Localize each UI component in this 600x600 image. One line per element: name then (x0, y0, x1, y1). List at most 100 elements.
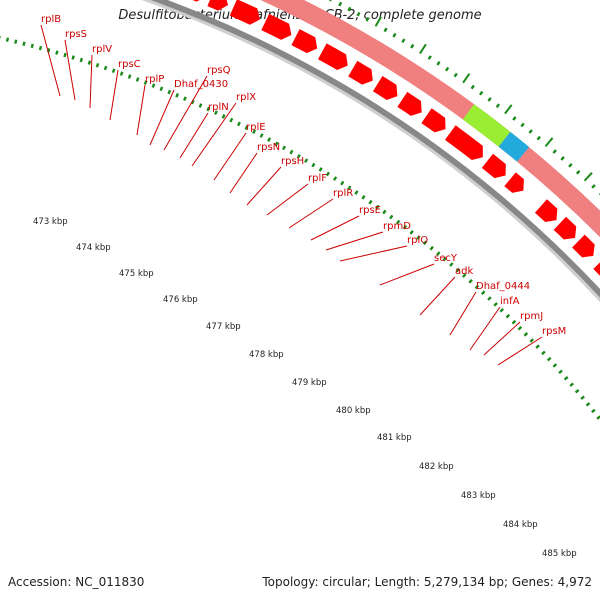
cds-arrow (504, 172, 524, 193)
tick-mark (389, 214, 394, 220)
gene-leader-line (339, 245, 408, 262)
gene-label: rpsN (257, 142, 280, 153)
gene-label: rplE (246, 122, 266, 133)
tick-mark (517, 325, 523, 331)
tick-mark (575, 169, 581, 175)
tick-mark (338, 1, 343, 7)
cds-arrow (229, 0, 260, 25)
tick-mark (135, 77, 140, 82)
gene-label: rplO (407, 235, 428, 246)
gene-leader-line (40, 24, 61, 97)
tick-mark (568, 163, 573, 168)
tick-mark (22, 41, 26, 46)
tick-mark (167, 89, 172, 95)
tick-mark (552, 149, 557, 154)
gene-label: rpsC (118, 59, 141, 70)
tick-mark (493, 302, 498, 307)
gene-label: Dhaf_0444 (476, 281, 530, 292)
scale-label: 473 kbp (33, 217, 68, 227)
gene-leader-line (64, 39, 76, 101)
tick-mark (574, 388, 580, 394)
cds-arrow-track (192, 0, 600, 276)
scale-label: 482 kbp (419, 462, 454, 472)
tick-mark (55, 50, 59, 55)
tick-mark (127, 74, 132, 79)
tick-mark (546, 356, 552, 362)
tick-mark (214, 110, 218, 116)
gene-label: adk (455, 266, 473, 277)
tick-mark (419, 43, 427, 55)
tick-mark (401, 38, 406, 44)
scale-label: 474 kbp (76, 243, 111, 253)
gene-label: rplV (92, 44, 112, 55)
gene-leader-line (483, 321, 521, 356)
tick-mark (296, 153, 301, 159)
tick-mark (410, 43, 415, 49)
tick-mark (95, 63, 100, 68)
tick-mark (520, 122, 525, 128)
tick-mark (462, 73, 471, 84)
gene-leader-line (213, 132, 247, 181)
tick-mark (198, 103, 203, 108)
gene-label: rplB (41, 14, 61, 25)
gene-leader-line (325, 231, 384, 251)
tick-mark (325, 171, 330, 177)
cds-arrow (481, 153, 506, 179)
tick-mark (583, 171, 593, 182)
tick-mark (580, 395, 585, 400)
tick-mark (416, 235, 421, 240)
tick-mark (453, 72, 458, 78)
tick-mark (38, 45, 43, 51)
tick-mark (505, 313, 511, 319)
gene-label: Dhaf_0430 (174, 79, 228, 90)
tick-mark (558, 369, 563, 375)
tick-mark (329, 0, 332, 2)
cds-arrow (593, 262, 600, 276)
gene-leader-line (136, 84, 146, 136)
scale-label: 477 kbp (206, 322, 241, 332)
tick-mark (544, 137, 554, 147)
tick-mark (175, 93, 180, 98)
gene-leader-line (163, 75, 208, 151)
gene-label: rpsQ (207, 65, 231, 76)
tick-mark (190, 99, 195, 105)
tick-mark (422, 240, 428, 246)
tick-mark (569, 382, 574, 387)
gene-highlight-green (462, 104, 511, 147)
tick-mark (151, 83, 156, 88)
tick-mark (382, 209, 387, 215)
tick-mark (361, 194, 366, 200)
tick-mark (304, 158, 309, 163)
tick-mark (563, 376, 569, 381)
gene-leader-line (109, 69, 119, 121)
gene-leader-line (497, 336, 543, 366)
tick-mark (480, 290, 486, 296)
tick-mark (71, 55, 75, 60)
scale-label: 483 kbp (461, 491, 496, 501)
gene-leader-line (229, 152, 258, 194)
tick-mark (267, 137, 272, 142)
cds-arrow (291, 29, 318, 54)
scale-labels: 473 kbp 474 kbp 475 kbp 476 kbp 477 kbp 478 k… (33, 217, 577, 559)
tick-mark (289, 149, 294, 155)
accession-text: Accession: NC_011830 (8, 575, 145, 589)
cds-arrow (444, 125, 483, 161)
scale-label: 479 kbp (292, 378, 327, 388)
gene-labels: rplB rpsS rplV rpsC rplP Dhaf_0430 rpsQ rplN rpl… (40, 14, 566, 366)
tick-mark (252, 129, 257, 134)
tick-mark (375, 204, 380, 210)
scale-label: 484 kbp (503, 520, 538, 530)
gene-label: secY (434, 253, 458, 264)
tick-mark (259, 133, 264, 138)
tick-mark (14, 39, 18, 44)
gene-bar-track (260, 0, 600, 238)
gene-leader-line (89, 54, 93, 109)
tick-mark (535, 344, 540, 349)
genome-backbone (141, 0, 600, 303)
tick-mark (356, 11, 361, 17)
tick-mark (236, 121, 241, 127)
scale-label: 476 kbp (163, 295, 198, 305)
tick-mark (318, 167, 323, 172)
tick-mark (474, 284, 480, 290)
